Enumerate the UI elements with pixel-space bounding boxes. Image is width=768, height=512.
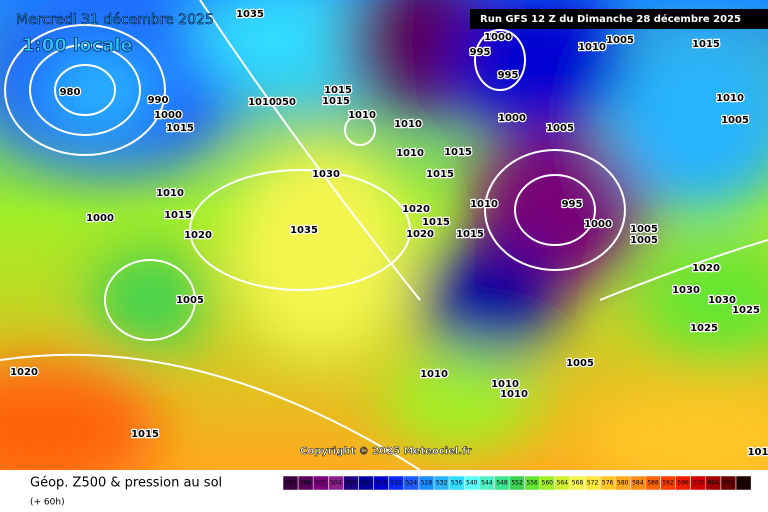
isobar-label: 1005: [721, 115, 749, 126]
isobar-label: 1015: [444, 147, 472, 158]
isobar-label: 1000: [484, 32, 512, 43]
isobar-label: 1005: [176, 295, 204, 306]
time-label: 1:00 locale: [22, 35, 133, 56]
isobar-label: 1020: [692, 263, 720, 274]
legend-swatch: [735, 475, 752, 491]
run-label: Run GFS 12 Z du Dimanche 28 décembre 202…: [480, 13, 741, 25]
isobar-label: 1015: [692, 39, 720, 50]
isobar-label: 1000: [498, 113, 526, 124]
isobar-label: 1030: [312, 169, 340, 180]
legend-level: 584: [632, 480, 644, 487]
isobar-label: 1015: [164, 210, 192, 221]
isobar-label: 1020: [402, 204, 430, 215]
legend-level: 496: [300, 480, 312, 487]
legend-level: 588: [647, 480, 659, 487]
isobar-label: 1010: [156, 188, 184, 199]
isobar-label: 1030: [708, 295, 736, 306]
legend-level: 524: [406, 480, 418, 487]
isobar-label: 1010: [578, 42, 606, 53]
legend-level: 508: [345, 480, 357, 487]
legend-level: 536: [451, 480, 463, 487]
legend-level: 596: [677, 480, 689, 487]
isobar-label: 1015: [131, 429, 159, 440]
isobars: [0, 0, 768, 470]
legend-level: 568: [572, 480, 584, 487]
run-box: [470, 9, 768, 29]
legend-level: 564: [557, 480, 569, 487]
isobar-label: 1000: [584, 219, 612, 230]
isobar-label: 1005: [546, 123, 574, 134]
isobar-label: 1005: [630, 235, 658, 246]
isobar-label: 980: [60, 87, 81, 98]
isobar-label: 1015: [322, 96, 350, 107]
legend-level: 528: [421, 480, 433, 487]
isobar-label: 1015: [324, 85, 352, 96]
isobar-label: 1035: [236, 9, 264, 20]
legend-level: 552: [511, 480, 523, 487]
isobar-label: 1000: [154, 110, 182, 121]
isobar-label: 1015: [426, 169, 454, 180]
isobar-label: 1010: [420, 369, 448, 380]
isobar-label: 1030: [672, 285, 700, 296]
isobar-label: 1020: [10, 367, 38, 378]
legend-level: 540: [466, 480, 478, 487]
legend-level: 504: [330, 480, 342, 487]
legend-level: 520: [391, 480, 403, 487]
legend-level: 592: [662, 480, 674, 487]
copyright: Copyright © 2025 Meteociel.fr: [300, 446, 471, 457]
color-legend: 492 496 500 504 508 512 516 520 524 528 532 536 540 5…: [282, 475, 752, 491]
isobar-label: 1025: [732, 305, 760, 316]
legend-level: 492: [285, 480, 297, 487]
isobar-label: 1010: [491, 379, 519, 390]
legend-level: 516: [375, 480, 387, 487]
isobar-label: 1010: [396, 148, 424, 159]
isobar-label: 995: [562, 199, 583, 210]
legend-level: 608: [723, 480, 735, 487]
isobar-label: 1010: [348, 110, 376, 121]
legend-level: 576: [602, 480, 614, 487]
legend-level: 560: [542, 480, 554, 487]
isobar-label: 990: [148, 95, 169, 106]
footer-title: Géop. Z500 & pression au sol: [30, 476, 222, 491]
legend-level: 512: [360, 480, 372, 487]
legend-level: 572: [587, 480, 599, 487]
footer-lead: (+ 60h): [30, 498, 65, 508]
isobar-label: 1005: [630, 224, 658, 235]
isobar-label: 1025: [690, 323, 718, 334]
isobar-label: 1015: [422, 217, 450, 228]
isobar-label: 995: [470, 47, 491, 58]
legend-level: 500: [315, 480, 327, 487]
legend-level: 556: [526, 480, 538, 487]
isobar-label: 1015: [166, 123, 194, 134]
isobar-label: 995: [498, 70, 519, 81]
isobar-label: 1000: [86, 213, 114, 224]
legend-level: 548: [496, 480, 508, 487]
isobar-label: 1035: [290, 225, 318, 236]
isobar-label: 1020: [184, 230, 212, 241]
legend-level: 544: [481, 480, 493, 487]
isobar-label: 1010: [394, 119, 422, 130]
isobar-label: 1010: [500, 389, 528, 400]
date-label: Mercredi 31 décembre 2025: [16, 12, 214, 28]
isobar-label: 1020: [406, 229, 434, 240]
legend-level: 604: [708, 480, 720, 487]
legend-level: 580: [617, 480, 629, 487]
legend-level: 532: [436, 480, 448, 487]
legend-level: 600: [693, 480, 705, 487]
isobar-label: 1005: [566, 358, 594, 369]
isobar-label: 1015: [456, 229, 484, 240]
isobar-label: 1050: [268, 97, 296, 108]
isobar-label: 1010: [470, 199, 498, 210]
isobar-label: 1010: [248, 97, 276, 108]
isobar-label: 101: [748, 447, 768, 458]
isobar-label: 1005: [606, 35, 634, 46]
isobar-label: 1010: [716, 93, 744, 104]
legend-level: 612: [738, 480, 750, 487]
